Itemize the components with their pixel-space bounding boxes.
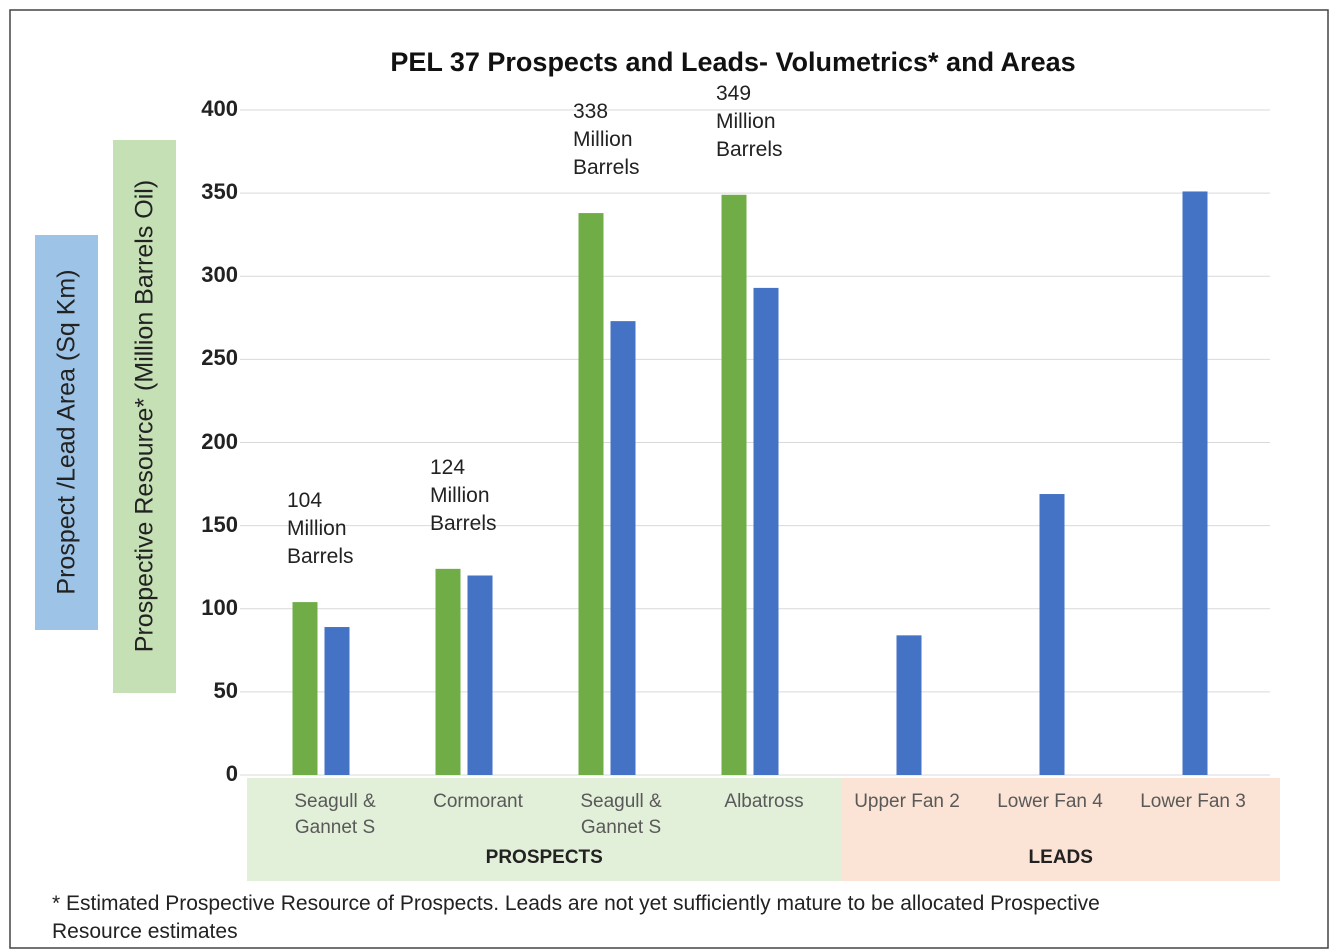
y-label-box-area [35,235,98,630]
x-tick-label: Cormorant [433,791,523,812]
bar [721,194,747,776]
group-label: LEADS [1029,847,1093,868]
y-tick-label: 0 [225,761,238,786]
frame [9,9,1329,949]
group-label: PROSPECTS [486,847,603,868]
bar [896,635,922,775]
y-tick-label: 300 [201,262,238,288]
bar [578,213,604,775]
y-tick-label: 100 [201,594,238,620]
data-label: 104 Million Barrels [287,489,354,569]
y-axis-label: Prospective Resource* (Million Barrels O… [131,180,159,652]
x-tick-label: Lower Fan 4 [997,791,1103,812]
y-tick-label: 250 [201,345,238,371]
y-label-box-resource [113,140,176,693]
y-tick-label: 200 [201,428,238,454]
bar [467,575,493,775]
data-label: 124 Million Barrels [430,455,497,535]
y-axis-label: Prospect /Lead Area (Sq Km) [53,269,81,594]
data-label: 338 Million Barrels [573,100,640,180]
y-tick-label: 50 [213,677,238,703]
y-tick-label: 150 [201,511,238,537]
bar [753,287,779,775]
footnote: * Estimated Prospective Resource of Pros… [52,892,1100,943]
x-tick-label: Albatross [724,791,804,812]
x-tick-label: Upper Fan 2 [854,791,960,812]
x-tick-label: Lower Fan 3 [1140,791,1246,812]
bar [1182,191,1208,775]
y-tick-label: 400 [201,96,238,121]
bar [610,321,636,775]
y-tick-label: 350 [201,179,238,205]
x-tick-label: Seagull & Gannet S [580,791,662,838]
bar [435,568,461,775]
group-band [247,778,842,881]
x-tick-label: Seagull & Gannet S [294,791,376,838]
chart-title: PEL 37 Prospects and Leads- Volumetrics*… [390,47,1075,77]
data-label: 349 Million Barrels [716,81,783,161]
group-band [841,778,1280,881]
bar [292,602,318,775]
bar [324,627,350,775]
bar [1039,494,1065,775]
